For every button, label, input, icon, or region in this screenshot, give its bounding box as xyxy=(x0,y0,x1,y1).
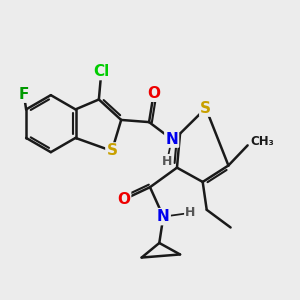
Text: H: H xyxy=(162,155,172,168)
Text: CH₃: CH₃ xyxy=(250,135,274,148)
Text: F: F xyxy=(19,87,29,102)
Text: S: S xyxy=(200,101,211,116)
Text: O: O xyxy=(147,86,160,101)
Text: S: S xyxy=(106,143,117,158)
Text: N: N xyxy=(157,209,170,224)
Text: H: H xyxy=(185,206,196,219)
Text: N: N xyxy=(165,132,178,147)
Text: O: O xyxy=(117,192,130,207)
Text: Cl: Cl xyxy=(93,64,110,79)
